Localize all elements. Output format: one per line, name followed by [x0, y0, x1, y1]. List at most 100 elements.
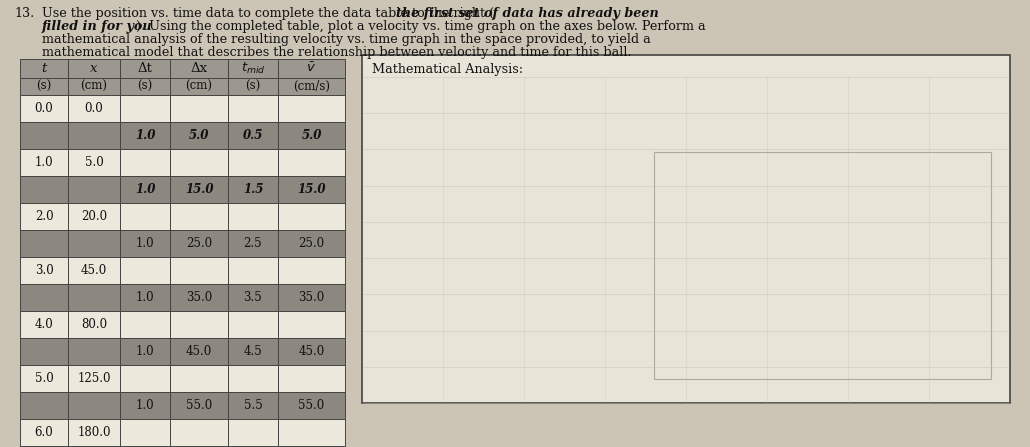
Bar [68, 284, 121, 311]
Text: $t_{mid}$: $t_{mid}$ [241, 61, 266, 76]
Bar [20, 78, 68, 95]
Bar [278, 59, 345, 78]
Bar [20, 230, 68, 257]
Text: 80.0: 80.0 [81, 318, 107, 331]
Bar [68, 149, 121, 176]
Bar [20, 365, 68, 392]
Text: 0.0: 0.0 [35, 102, 54, 115]
Bar [121, 419, 170, 446]
Bar [228, 203, 278, 230]
Bar [170, 176, 228, 203]
Bar [121, 95, 170, 122]
Bar [170, 203, 228, 230]
Text: 5.0: 5.0 [188, 129, 209, 142]
Text: 2.5: 2.5 [244, 237, 263, 250]
Text: t: t [41, 62, 46, 75]
Bar [121, 149, 170, 176]
Text: 3.0: 3.0 [35, 264, 54, 277]
Text: (cm): (cm) [185, 80, 212, 93]
Text: 180.0: 180.0 [77, 426, 111, 439]
Text: (cm): (cm) [80, 80, 107, 93]
Text: Δt: Δt [138, 62, 152, 75]
Text: Δx: Δx [191, 62, 208, 75]
Bar [121, 338, 170, 365]
Text: mathematical analysis of the resulting velocity vs. time graph in the space prov: mathematical analysis of the resulting v… [42, 33, 651, 46]
Bar [20, 176, 68, 203]
Bar [278, 419, 345, 446]
Bar [20, 338, 68, 365]
Bar [121, 230, 170, 257]
Bar [121, 176, 170, 203]
Bar [228, 149, 278, 176]
Bar [20, 419, 68, 446]
Text: 25.0: 25.0 [186, 237, 212, 250]
Bar [228, 311, 278, 338]
Text: mathematical model that describes the relationship between velocity and time for: mathematical model that describes the re… [42, 46, 631, 59]
Bar [68, 95, 121, 122]
Bar [170, 95, 228, 122]
Bar [20, 392, 68, 419]
Bar [170, 122, 228, 149]
Text: 55.0: 55.0 [299, 399, 324, 412]
Text: 1.5: 1.5 [243, 183, 264, 196]
Text: ). Using the completed table, plot a velocity vs. time graph on the axes below. : ). Using the completed table, plot a vel… [136, 20, 706, 33]
Bar [278, 78, 345, 95]
Bar [68, 365, 121, 392]
Text: 125.0: 125.0 [77, 372, 111, 385]
Bar [121, 311, 170, 338]
Text: $\bar{v}$: $\bar{v}$ [307, 62, 316, 75]
Bar [278, 122, 345, 149]
Text: 1.0: 1.0 [136, 345, 154, 358]
Bar [228, 122, 278, 149]
Bar [362, 55, 1010, 403]
Bar [170, 149, 228, 176]
Bar [654, 152, 991, 379]
Text: 20.0: 20.0 [81, 210, 107, 223]
Bar [20, 203, 68, 230]
Text: 13.: 13. [14, 7, 34, 20]
Bar [121, 365, 170, 392]
Bar [121, 78, 170, 95]
Bar [278, 95, 345, 122]
Text: 15.0: 15.0 [184, 183, 213, 196]
Text: 45.0: 45.0 [81, 264, 107, 277]
Text: 45.0: 45.0 [299, 345, 324, 358]
Bar [170, 78, 228, 95]
Bar [278, 203, 345, 230]
Bar [170, 59, 228, 78]
Bar [278, 365, 345, 392]
Bar [170, 419, 228, 446]
Text: 35.0: 35.0 [299, 291, 324, 304]
Text: Mathematical Analysis:: Mathematical Analysis: [372, 63, 523, 76]
Bar [228, 176, 278, 203]
Bar [228, 392, 278, 419]
Bar [170, 365, 228, 392]
Text: Use the position vs. time data to complete the data table to the right (: Use the position vs. time data to comple… [42, 7, 494, 20]
Bar [121, 203, 170, 230]
Bar [278, 176, 345, 203]
Bar [68, 203, 121, 230]
Bar [20, 311, 68, 338]
Bar [278, 338, 345, 365]
Text: 35.0: 35.0 [185, 291, 212, 304]
Text: 45.0: 45.0 [185, 345, 212, 358]
Bar [170, 230, 228, 257]
Bar [121, 59, 170, 78]
Bar [278, 230, 345, 257]
Bar [228, 78, 278, 95]
Bar [228, 95, 278, 122]
Bar [170, 338, 228, 365]
Bar [278, 257, 345, 284]
Bar [278, 392, 345, 419]
Text: 1.0: 1.0 [136, 291, 154, 304]
Bar [228, 365, 278, 392]
Text: 5.0: 5.0 [302, 129, 321, 142]
Bar [68, 311, 121, 338]
Text: 1.0: 1.0 [136, 399, 154, 412]
Text: the first set of data has already been: the first set of data has already been [396, 7, 659, 20]
Text: 5.0: 5.0 [35, 372, 54, 385]
Text: (s): (s) [137, 80, 152, 93]
Bar [121, 284, 170, 311]
Text: (s): (s) [36, 80, 52, 93]
Bar [228, 338, 278, 365]
